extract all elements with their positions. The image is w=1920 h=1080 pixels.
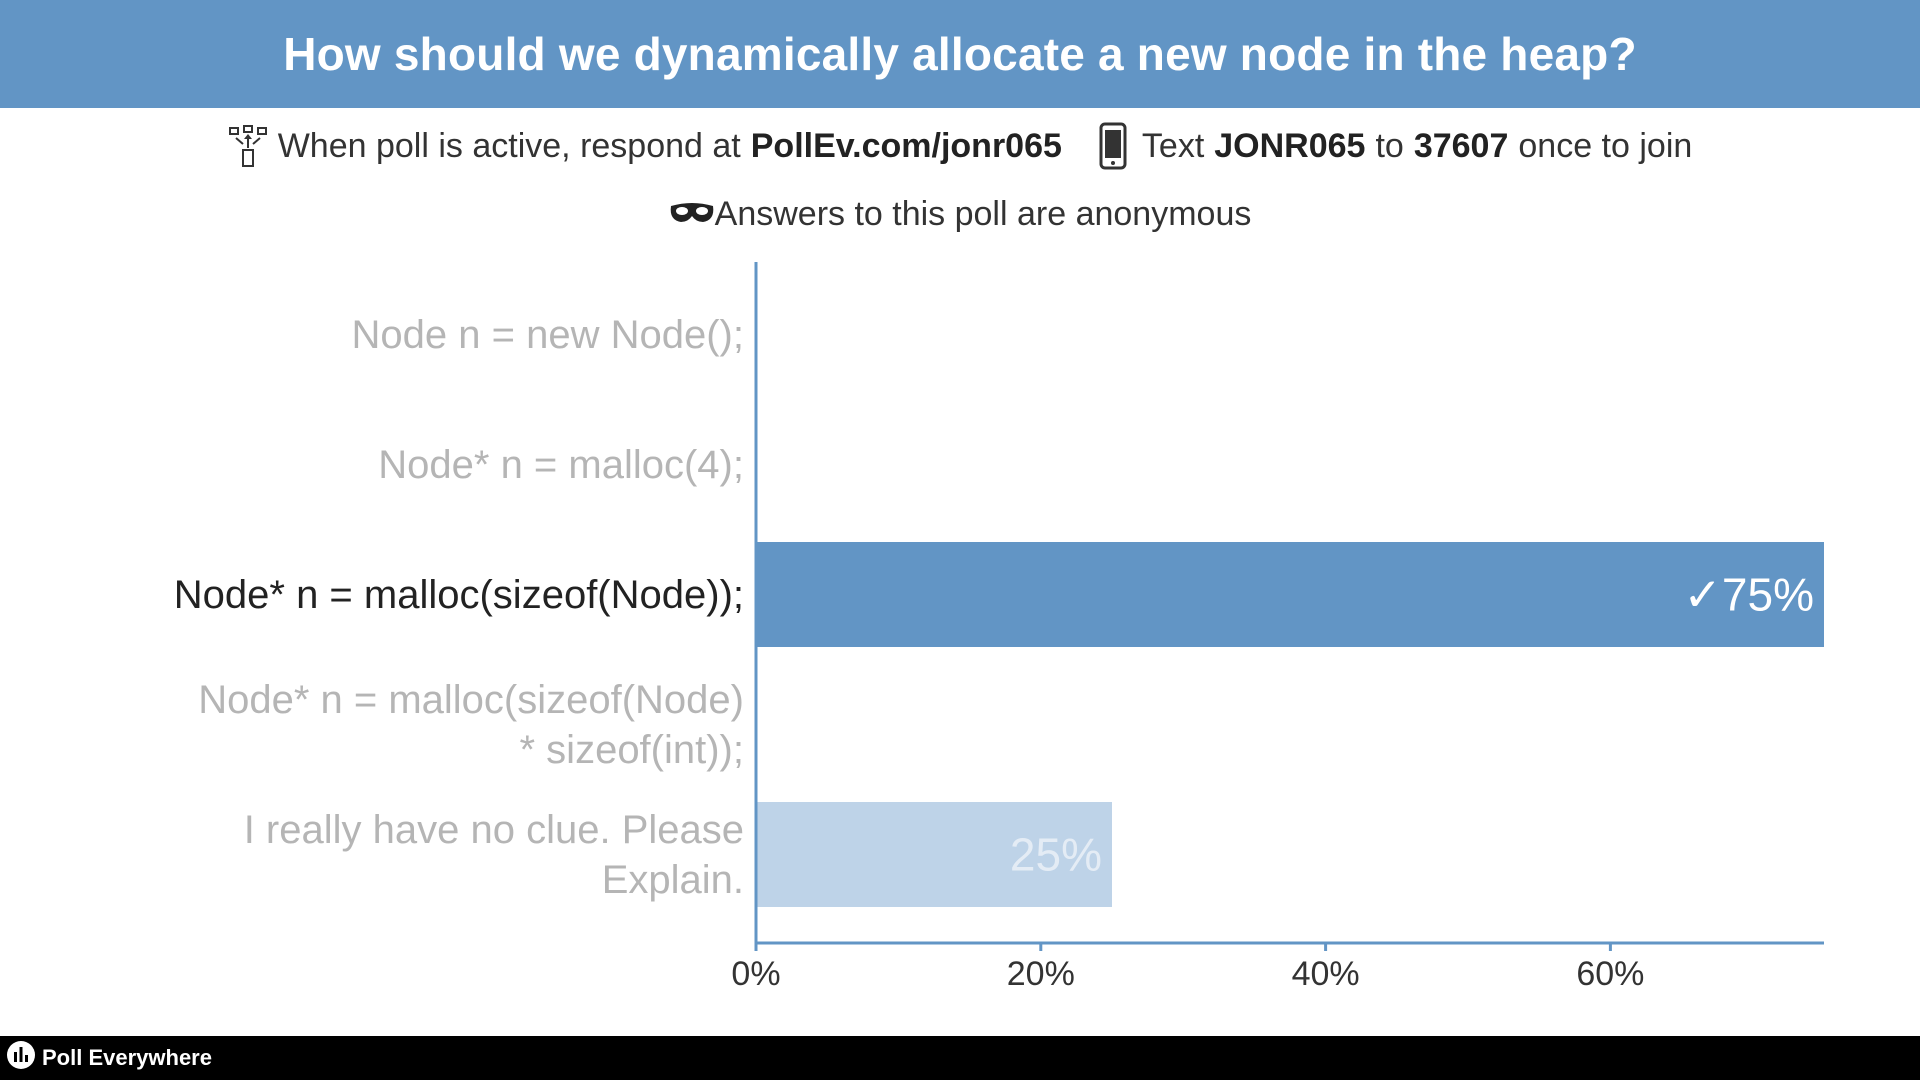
phone-icon bbox=[1098, 122, 1128, 170]
footer-bar: Poll Everywhere bbox=[0, 1036, 1920, 1080]
answer-option-line: Node* n = malloc(4); bbox=[378, 442, 744, 487]
answer-option-line: * sizeof(int)); bbox=[519, 727, 745, 772]
anonymous-notice: Answers to this poll are anonymous bbox=[0, 186, 1920, 242]
mask-icon bbox=[669, 200, 715, 228]
answer-option-0: Node n = new Node(); bbox=[100, 282, 744, 387]
bar-value-label-4: 25% bbox=[1010, 829, 1102, 881]
answer-option-line: I really have no clue. Please bbox=[243, 807, 744, 852]
anonymous-text: Answers to this poll are anonymous bbox=[714, 194, 1252, 233]
poll-url: PollEv.com/jonr065 bbox=[750, 126, 1062, 165]
bar-2 bbox=[756, 542, 1824, 647]
answer-option-2: Node* n = malloc(sizeof(Node)); bbox=[100, 542, 744, 647]
web-respond-instruction: When poll is active, respond at PollEv.c… bbox=[228, 124, 1062, 168]
brand: Poll Everywhere bbox=[6, 1040, 212, 1076]
to-label: to bbox=[1375, 126, 1404, 165]
answer-option-line: Node n = new Node(); bbox=[351, 312, 744, 357]
poll-everywhere-logo-icon bbox=[6, 1040, 36, 1076]
x-tick-label-0: 0% bbox=[731, 955, 780, 993]
sms-number: 37607 bbox=[1413, 126, 1509, 165]
results-bar-chart: ✓75% 25% 0% 20% 40% 60% bbox=[731, 262, 1824, 993]
answer-option-3: Node* n = malloc(sizeof(Node) * sizeof(in… bbox=[100, 672, 744, 777]
poll-header: How should we dynamically allocate a new… bbox=[0, 0, 1920, 108]
poll-title: How should we dynamically allocate a new… bbox=[283, 28, 1637, 80]
text-respond-instruction: Text JONR065 to 37607 once to join bbox=[1098, 122, 1692, 170]
answer-option-1: Node* n = malloc(4); bbox=[100, 412, 744, 517]
answer-option-line: Explain. bbox=[601, 857, 744, 902]
join-instructions: When poll is active, respond at PollEv.c… bbox=[0, 116, 1920, 176]
bar-value-label-2: ✓75% bbox=[1683, 569, 1814, 621]
text-label: Text bbox=[1141, 126, 1205, 165]
answer-option-4: I really have no clue. Please Explain. bbox=[100, 802, 744, 907]
x-tick-label-3: 60% bbox=[1576, 955, 1644, 993]
text-code: JONR065 bbox=[1214, 126, 1366, 165]
answer-option-line: Node* n = malloc(sizeof(Node) bbox=[198, 677, 744, 722]
bar-4 bbox=[756, 802, 1112, 907]
results-chart: ✓75% 25% 0% 20% 40% 60% Node n = new Node(); N… bbox=[100, 262, 1824, 993]
web-respond-icon bbox=[228, 124, 268, 168]
brand-name: Poll Everywhere bbox=[42, 1045, 212, 1070]
x-tick-label-2: 40% bbox=[1292, 955, 1360, 993]
x-tick-label-1: 20% bbox=[1007, 955, 1075, 993]
answer-option-line: Node* n = malloc(sizeof(Node)); bbox=[173, 572, 744, 617]
join-label: once to join bbox=[1518, 126, 1693, 165]
respond-text: When poll is active, respond at bbox=[277, 126, 741, 165]
